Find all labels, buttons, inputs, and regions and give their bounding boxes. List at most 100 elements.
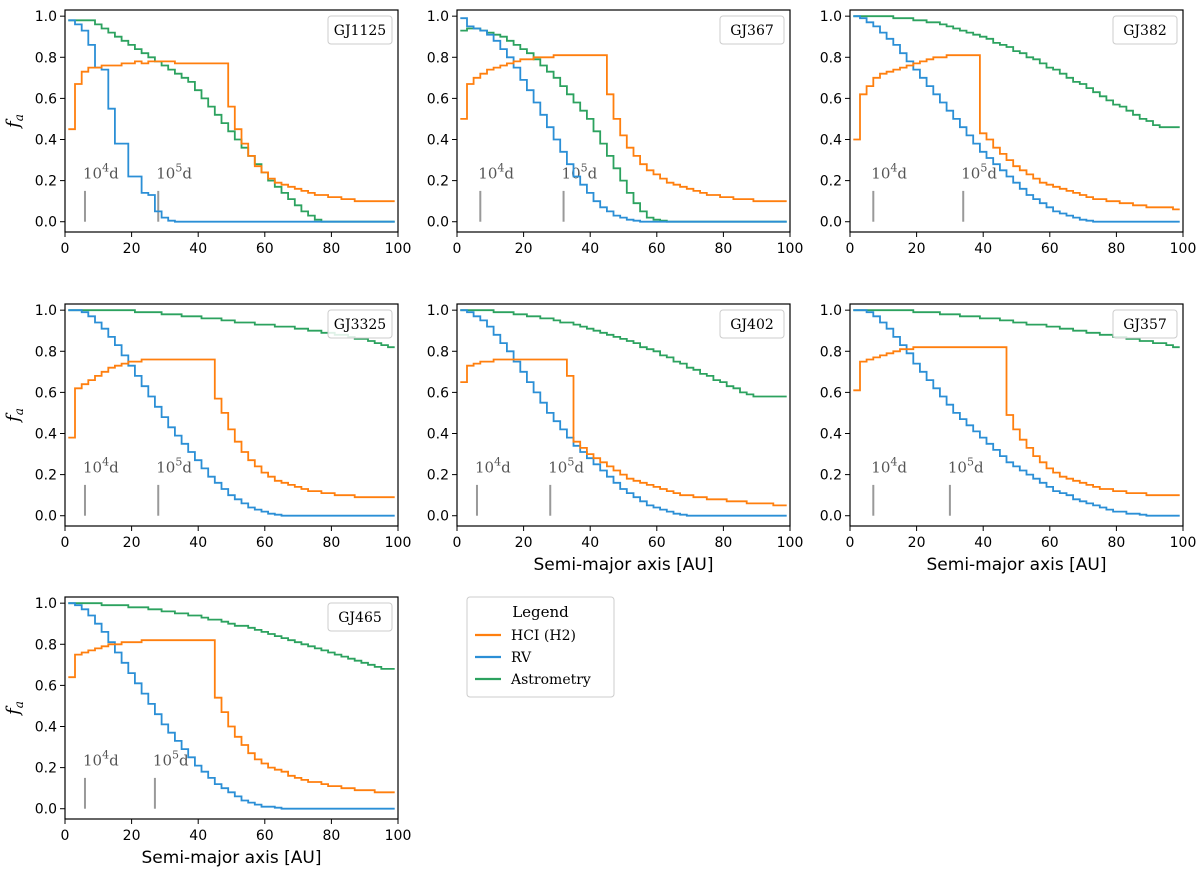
y-tick-label: 0.2	[820, 468, 842, 484]
period-label: 105d	[961, 162, 997, 183]
x-axis-label: Semi-major axis [AU]	[142, 848, 322, 868]
star-label-box	[1112, 15, 1178, 45]
legend-entry-astrometry: Astrometry	[510, 672, 591, 688]
y-tick-label: 0.0	[35, 509, 57, 525]
legend: Legend HCI (H2) RV Astrometry	[466, 596, 615, 698]
series-astrometry	[68, 19, 395, 223]
period-label: 104d	[871, 456, 907, 477]
period-label: 104d	[83, 749, 119, 770]
series-astrometry	[460, 309, 787, 398]
legend-title: Legend	[512, 603, 569, 621]
legend-entry-rv: RV	[511, 650, 532, 666]
series-hci	[68, 639, 395, 794]
axes-frame	[64, 9, 399, 233]
panel-gj382: 0 20 40 60 80 100 0.0 0.2 0.4 0.6 0.8 1.0 104d 105d GJ…	[820, 9, 1197, 257]
y-tick-label: 0.6	[820, 385, 842, 401]
period-label: 104d	[475, 456, 511, 477]
x-tick-label: 100	[777, 241, 804, 257]
y-tick-label: 0.4	[35, 133, 57, 149]
x-tick-label: 60	[1041, 241, 1059, 257]
y-tick-label: 1.0	[35, 596, 57, 612]
x-tick-label: 40	[581, 241, 599, 257]
period-label: 105d	[548, 456, 584, 477]
x-tick-label: 0	[453, 241, 462, 257]
period-label: 104d	[478, 162, 514, 183]
y-tick-label: 0.0	[820, 215, 842, 231]
y-tick-label: 0.4	[427, 427, 449, 443]
period-label: 104d	[83, 162, 119, 183]
axes-frame	[849, 9, 1184, 233]
series-hci	[68, 358, 395, 499]
star-label-box	[327, 309, 393, 339]
period-label: 105d	[156, 456, 192, 477]
series-rv	[68, 19, 395, 223]
y-tick-label: 0.2	[35, 468, 57, 484]
series-astrometry	[853, 15, 1180, 129]
panel-gj465: 0 20 40 60 80 100 0.0 0.2 0.4 0.6 0.8 1.0 fa Semi-maj…	[3, 596, 411, 868]
y-tick-label: 1.0	[35, 9, 57, 25]
x-axis-label: Semi-major axis [AU]	[927, 555, 1107, 575]
x-tick-label: 60	[256, 828, 274, 844]
x-tick-label: 0	[61, 535, 70, 551]
x-tick-label: 40	[189, 241, 207, 257]
star-label-box	[327, 15, 393, 45]
series-rv	[853, 15, 1180, 223]
y-tick-label: 1.0	[35, 303, 57, 319]
x-tick-label: 100	[1170, 241, 1197, 257]
y-tick-label: 0.0	[35, 802, 57, 818]
x-tick-label: 60	[1041, 535, 1059, 551]
y-tick-label: 0.0	[35, 215, 57, 231]
panel-gj1125: 0 20 40 60 80 100 0.0 0.2 0.4 0.6 0.8 1.0 fa 104d 105d…	[3, 9, 411, 257]
y-tick-label: 0.0	[427, 509, 449, 525]
series-rv	[68, 309, 395, 517]
y-tick-label: 0.6	[35, 678, 57, 694]
x-tick-label: 40	[581, 535, 599, 551]
y-tick-label: 0.6	[820, 91, 842, 107]
x-tick-label: 0	[846, 535, 855, 551]
panel-gj3325: 0 20 40 60 80 100 0.0 0.2 0.4 0.6 0.8 1.0 fa 104d 105d…	[3, 303, 411, 551]
star-label-box	[719, 15, 785, 45]
period-label: 104d	[871, 162, 907, 183]
y-tick-label: 0.0	[820, 509, 842, 525]
series-hci	[460, 54, 787, 203]
x-tick-label: 20	[123, 828, 141, 844]
x-tick-label: 20	[515, 241, 533, 257]
star-label: GJ402	[730, 317, 774, 333]
x-tick-label: 60	[256, 535, 274, 551]
x-tick-label: 0	[61, 828, 70, 844]
x-tick-label: 80	[1107, 241, 1125, 257]
x-tick-label: 40	[189, 535, 207, 551]
x-tick-label: 100	[385, 828, 412, 844]
y-tick-label: 0.8	[820, 50, 842, 66]
x-tick-label: 20	[123, 241, 141, 257]
star-label: GJ382	[1123, 23, 1167, 39]
y-tick-label: 0.2	[427, 468, 449, 484]
axes-frame	[64, 596, 399, 820]
y-axis-label: fa	[3, 114, 26, 130]
x-tick-label: 40	[974, 241, 992, 257]
x-tick-label: 0	[846, 241, 855, 257]
y-tick-label: 0.2	[35, 174, 57, 190]
star-label: GJ1125	[334, 23, 386, 39]
period-label: 105d	[562, 162, 598, 183]
y-tick-label: 0.8	[35, 50, 57, 66]
star-label: GJ367	[730, 23, 774, 39]
y-tick-label: 1.0	[427, 9, 449, 25]
series-hci	[460, 358, 787, 507]
y-tick-label: 0.4	[35, 427, 57, 443]
x-tick-label: 0	[61, 241, 70, 257]
series-hci	[853, 54, 1180, 211]
y-tick-label: 1.0	[820, 303, 842, 319]
x-axis-label: Semi-major axis [AU]	[534, 555, 714, 575]
panel-gj367: 0 20 40 60 80 100 0.0 0.2 0.4 0.6 0.8 1.0 104d 105d GJ…	[427, 9, 804, 257]
series-rv	[68, 602, 395, 810]
y-tick-label: 0.8	[427, 50, 449, 66]
legend-box	[466, 596, 615, 698]
axes-frame	[64, 303, 399, 527]
x-tick-label: 40	[974, 535, 992, 551]
y-tick-label: 0.0	[427, 215, 449, 231]
y-axis-label: fa	[3, 408, 26, 424]
y-tick-label: 1.0	[427, 303, 449, 319]
star-label: GJ357	[1123, 317, 1167, 333]
axes-frame	[849, 303, 1184, 527]
